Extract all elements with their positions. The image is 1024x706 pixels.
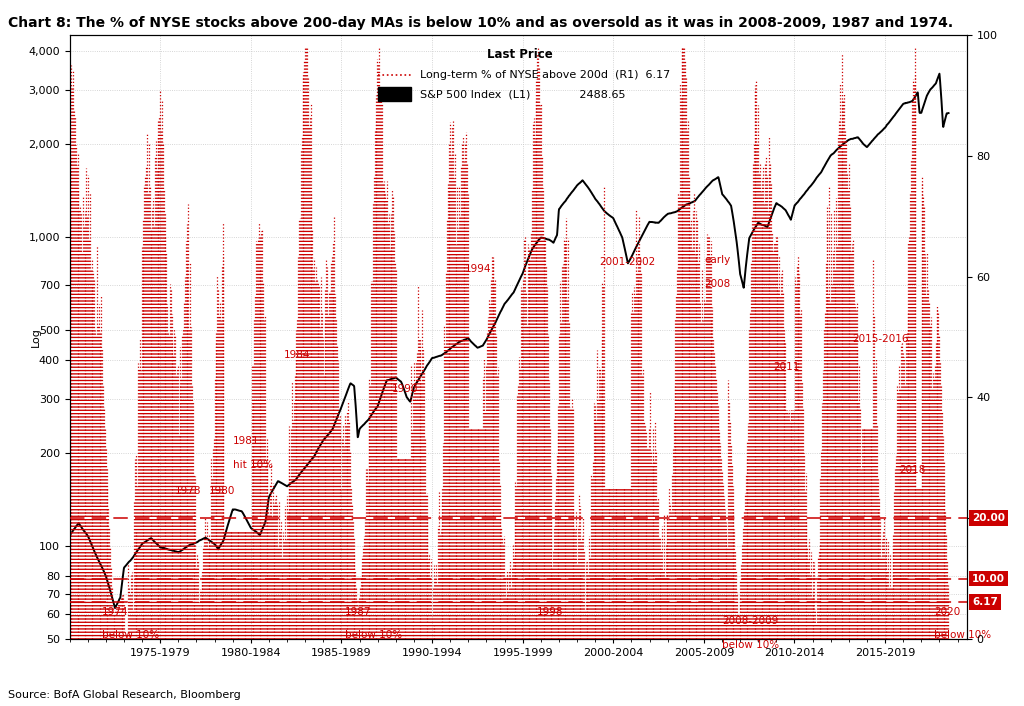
- Text: 2011: 2011: [773, 362, 799, 372]
- Text: 2008-2009: 2008-2009: [722, 616, 778, 626]
- Text: S&P 500 Index  (L1)              2488.65: S&P 500 Index (L1) 2488.65: [420, 89, 626, 99]
- Text: below 10%: below 10%: [722, 640, 779, 650]
- Text: hit 10%: hit 10%: [232, 460, 272, 469]
- Text: 1994: 1994: [465, 264, 492, 274]
- Text: 1984: 1984: [284, 350, 310, 360]
- Text: 1974: 1974: [102, 606, 129, 617]
- Text: below 10%: below 10%: [934, 630, 991, 640]
- Text: Log: Log: [31, 327, 41, 347]
- Text: 2001-2002: 2001-2002: [599, 257, 655, 267]
- Text: 2018: 2018: [900, 465, 926, 474]
- Text: Source: BofA Global Research, Bloomberg: Source: BofA Global Research, Bloomberg: [8, 690, 241, 700]
- Text: below 10%: below 10%: [102, 630, 160, 640]
- Text: 1981: 1981: [232, 436, 259, 446]
- FancyBboxPatch shape: [378, 87, 411, 102]
- Text: 2020: 2020: [934, 606, 961, 617]
- Text: 20.00: 20.00: [972, 513, 1006, 523]
- Text: below 10%: below 10%: [345, 630, 402, 640]
- Text: 1978: 1978: [175, 486, 202, 496]
- Text: 1987: 1987: [345, 606, 372, 617]
- Text: Long-term % of NYSE above 200d  (R1)  6.17: Long-term % of NYSE above 200d (R1) 6.17: [420, 70, 671, 80]
- Text: 2015-2016: 2015-2016: [853, 334, 909, 345]
- Text: early: early: [703, 256, 730, 265]
- Text: 1998: 1998: [538, 606, 563, 617]
- Text: 2008: 2008: [703, 279, 730, 289]
- Text: 10.00: 10.00: [972, 573, 1006, 584]
- Text: Last Price: Last Price: [486, 48, 553, 61]
- Text: 1990: 1990: [392, 384, 419, 394]
- Text: Chart 8: The % of NYSE stocks above 200-day MAs is below 10% and as oversold as : Chart 8: The % of NYSE stocks above 200-…: [8, 16, 953, 30]
- Text: 1980: 1980: [209, 486, 236, 496]
- Text: 6.17: 6.17: [972, 597, 998, 606]
